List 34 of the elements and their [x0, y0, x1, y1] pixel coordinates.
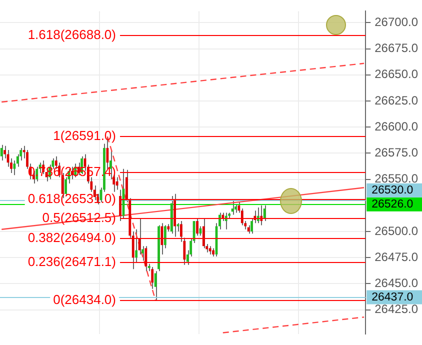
- ref-line-label: 0.382(26494.0): [28, 230, 116, 246]
- candlestick: [202, 218, 205, 249]
- candlestick: [13, 160, 16, 176]
- candlestick: [144, 246, 148, 272]
- y-tick-label: 26475.0: [374, 250, 418, 264]
- candlestick: [154, 270, 157, 301]
- ref-line-label: 26526.0: [372, 198, 414, 211]
- candlestick: [151, 266, 154, 290]
- candlestick: [119, 189, 122, 222]
- ref-line-label: 26437.0: [372, 291, 414, 304]
- y-tick-label: 26600.0: [374, 119, 418, 134]
- y-tick-label: 26550.0: [374, 172, 418, 186]
- y-tick-label: 26575.0: [374, 146, 418, 160]
- y-tick-label: 26425.0: [374, 302, 418, 316]
- ref-line-label: 0(26434.0): [53, 292, 116, 308]
- candlestick: [116, 176, 118, 190]
- y-tick-label: 26700.0: [374, 14, 418, 29]
- y-tick-label: 26675.0: [374, 41, 418, 56]
- candlestick: [135, 228, 138, 264]
- candlestick: [0, 144, 3, 161]
- y-tick-label: 26500.0: [374, 224, 418, 238]
- ref-line-label: 26530.0: [372, 184, 414, 197]
- ref-line-label: 1.618(26688.0): [28, 27, 116, 42]
- candlestick: [164, 224, 166, 249]
- ref-line-label: 1(26591.0): [53, 128, 116, 144]
- y-tick-label: 26450.0: [374, 276, 418, 290]
- candlestick: [4, 145, 6, 159]
- candlestick: [196, 218, 198, 236]
- candlestick: [199, 226, 202, 236]
- candlestick: [263, 204, 266, 222]
- ref-line-label: 0.236(26471.1): [28, 254, 116, 270]
- candlestick: [250, 218, 253, 234]
- y-tick-label: 26650.0: [374, 67, 418, 82]
- y-tick-label: 26625.0: [374, 93, 418, 108]
